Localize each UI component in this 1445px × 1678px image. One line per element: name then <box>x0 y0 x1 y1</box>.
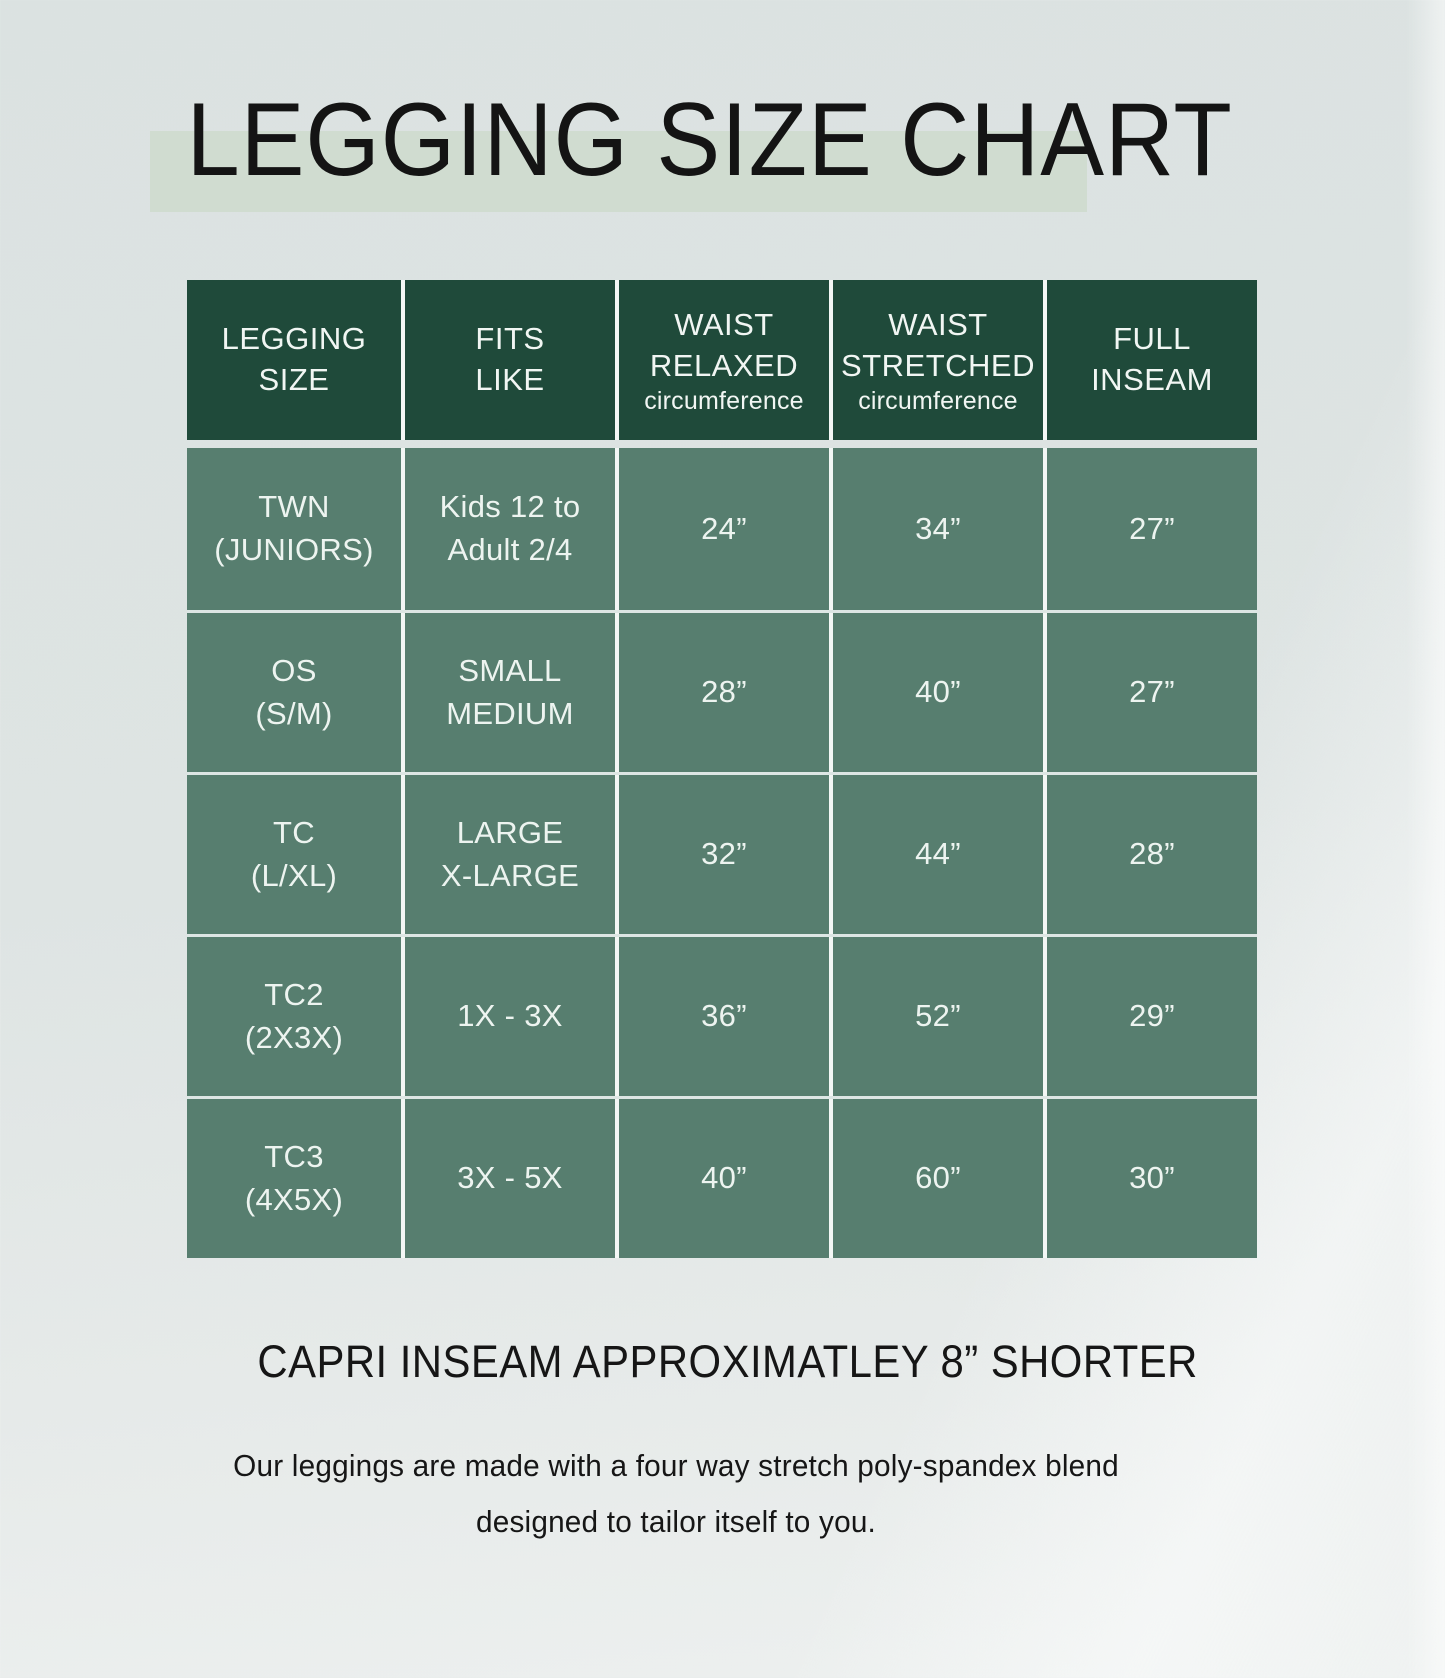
title-container: LEGGING SIZE CHART <box>0 88 1420 192</box>
col-header-legging-size: LEGGING SIZE <box>187 280 401 440</box>
cell-line: 40” <box>915 674 961 710</box>
cell-line: MEDIUM <box>446 695 574 731</box>
cell-legging-size: TC2 (2X3X) <box>187 937 401 1096</box>
col-header-line: SIZE <box>258 362 330 397</box>
cell-waist-stretched: 52” <box>829 937 1043 1096</box>
cell-fits-like: 1X - 3X <box>401 937 615 1096</box>
cell-line: Kids 12 to <box>439 489 581 525</box>
col-header-line: LIKE <box>475 362 545 397</box>
col-header-waist-relaxed: WAIST RELAXED circumference <box>615 280 829 440</box>
table-body: TWN (JUNIORS) Kids 12 to Adult 2/4 24” 3… <box>187 448 1257 1258</box>
cell-legging-size: TWN (JUNIORS) <box>187 448 401 610</box>
cell-waist-stretched: 44” <box>829 775 1043 934</box>
col-header-fits-like: FITS LIKE <box>401 280 615 440</box>
cell-waist-stretched: 60” <box>829 1099 1043 1258</box>
title-highlight-band <box>150 131 1087 212</box>
cell-line: 27” <box>1129 674 1175 710</box>
col-header-line: FITS <box>475 321 545 357</box>
cell-line: Adult 2/4 <box>447 532 573 567</box>
cell-waist-relaxed: 28” <box>615 613 829 772</box>
cell-line: OS <box>271 652 317 688</box>
table-row-os: OS (S/M) SMALL MEDIUM 28” 40” 27” <box>187 610 1257 772</box>
col-header-line: WAIST <box>888 306 988 342</box>
table-header-row: LEGGING SIZE FITS LIKE WAIST RELAXED cir… <box>187 280 1257 440</box>
col-header-line: RELAXED <box>649 347 799 383</box>
cell-waist-stretched: 34” <box>829 448 1043 610</box>
cell-full-inseam: 29” <box>1043 937 1257 1096</box>
cell-line: 36” <box>701 998 747 1034</box>
col-header-full-inseam: FULL INSEAM <box>1043 280 1257 440</box>
cell-line: (JUNIORS) <box>214 532 374 567</box>
cell-line: 28” <box>701 674 747 710</box>
cell-legging-size: TC (L/XL) <box>187 775 401 934</box>
col-header-line: LEGGING <box>221 321 367 357</box>
col-header-line: INSEAM <box>1091 362 1213 397</box>
cell-line: (S/M) <box>255 695 333 731</box>
cell-legging-size: TC3 (4X5X) <box>187 1099 401 1258</box>
fabric-description-line: Our leggings are made with a four way st… <box>233 1448 1119 1483</box>
cell-line: 24” <box>701 510 747 546</box>
cell-full-inseam: 27” <box>1043 448 1257 610</box>
cell-waist-relaxed: 32” <box>615 775 829 934</box>
capri-note-container: CAPRI INSEAM APPROXIMATLEY 8” SHORTER <box>0 1336 1445 1388</box>
cell-line: TWN <box>258 489 330 525</box>
cell-fits-like: LARGE X-LARGE <box>401 775 615 934</box>
cell-line: (2X3X) <box>244 1019 344 1055</box>
cell-line: SMALL <box>458 652 562 688</box>
page-title: LEGGING SIZE CHART <box>186 82 1234 198</box>
cell-full-inseam: 30” <box>1043 1099 1257 1258</box>
fabric-description-line: designed to tailor itself to you. <box>475 1503 877 1539</box>
cell-line: TC <box>273 814 315 850</box>
cell-fits-like: Kids 12 to Adult 2/4 <box>401 448 615 610</box>
table-row-twn: TWN (JUNIORS) Kids 12 to Adult 2/4 24” 3… <box>187 448 1257 610</box>
cell-line: TC3 <box>264 1138 324 1174</box>
cell-line: 32” <box>701 836 747 872</box>
cell-line: 27” <box>1129 510 1175 546</box>
cell-line: (4X5X) <box>244 1181 344 1217</box>
cell-line: 1X - 3X <box>457 998 563 1034</box>
col-header-sublabel: circumference <box>644 386 804 415</box>
cell-line: 60” <box>915 1160 961 1196</box>
cell-line: 28” <box>1129 836 1175 872</box>
cell-line: 30” <box>1129 1160 1175 1196</box>
cell-fits-like: SMALL MEDIUM <box>401 613 615 772</box>
table-row-tc3: TC3 (4X5X) 3X - 5X 40” 60” 30” <box>187 1096 1257 1258</box>
fabric-description: Our leggings are made with a four way st… <box>0 1438 1352 1550</box>
cell-line: (L/XL) <box>250 857 338 893</box>
cell-waist-relaxed: 40” <box>615 1099 829 1258</box>
table-row-tc: TC (L/XL) LARGE X-LARGE 32” 44” 28” <box>187 772 1257 934</box>
cell-line: LARGE <box>456 814 564 850</box>
cell-legging-size: OS (S/M) <box>187 613 401 772</box>
col-header-sublabel: circumference <box>858 386 1018 415</box>
cell-full-inseam: 28” <box>1043 775 1257 934</box>
capri-inseam-note: CAPRI INSEAM APPROXIMATLEY 8” SHORTER <box>257 1336 1198 1387</box>
cell-full-inseam: 27” <box>1043 613 1257 772</box>
table-row-tc2: TC2 (2X3X) 1X - 3X 36” 52” 29” <box>187 934 1257 1096</box>
size-chart-table: LEGGING SIZE FITS LIKE WAIST RELAXED cir… <box>187 280 1257 1258</box>
cell-line: 40” <box>701 1160 747 1196</box>
cell-line: 44” <box>915 836 961 872</box>
cell-waist-relaxed: 36” <box>615 937 829 1096</box>
cell-fits-like: 3X - 5X <box>401 1099 615 1258</box>
col-header-line: FULL <box>1113 321 1191 357</box>
cell-line: 52” <box>915 998 961 1034</box>
col-header-line: WAIST <box>674 306 774 342</box>
col-header-line: STRETCHED <box>841 347 1035 383</box>
col-header-waist-stretched: WAIST STRETCHED circumference <box>829 280 1043 440</box>
cell-line: 3X - 5X <box>457 1160 563 1196</box>
cell-line: TC2 <box>264 976 324 1012</box>
cell-waist-stretched: 40” <box>829 613 1043 772</box>
cell-line: 29” <box>1129 998 1175 1034</box>
cell-line: X-LARGE <box>440 857 580 893</box>
cell-waist-relaxed: 24” <box>615 448 829 610</box>
cell-line: 34” <box>915 510 961 546</box>
